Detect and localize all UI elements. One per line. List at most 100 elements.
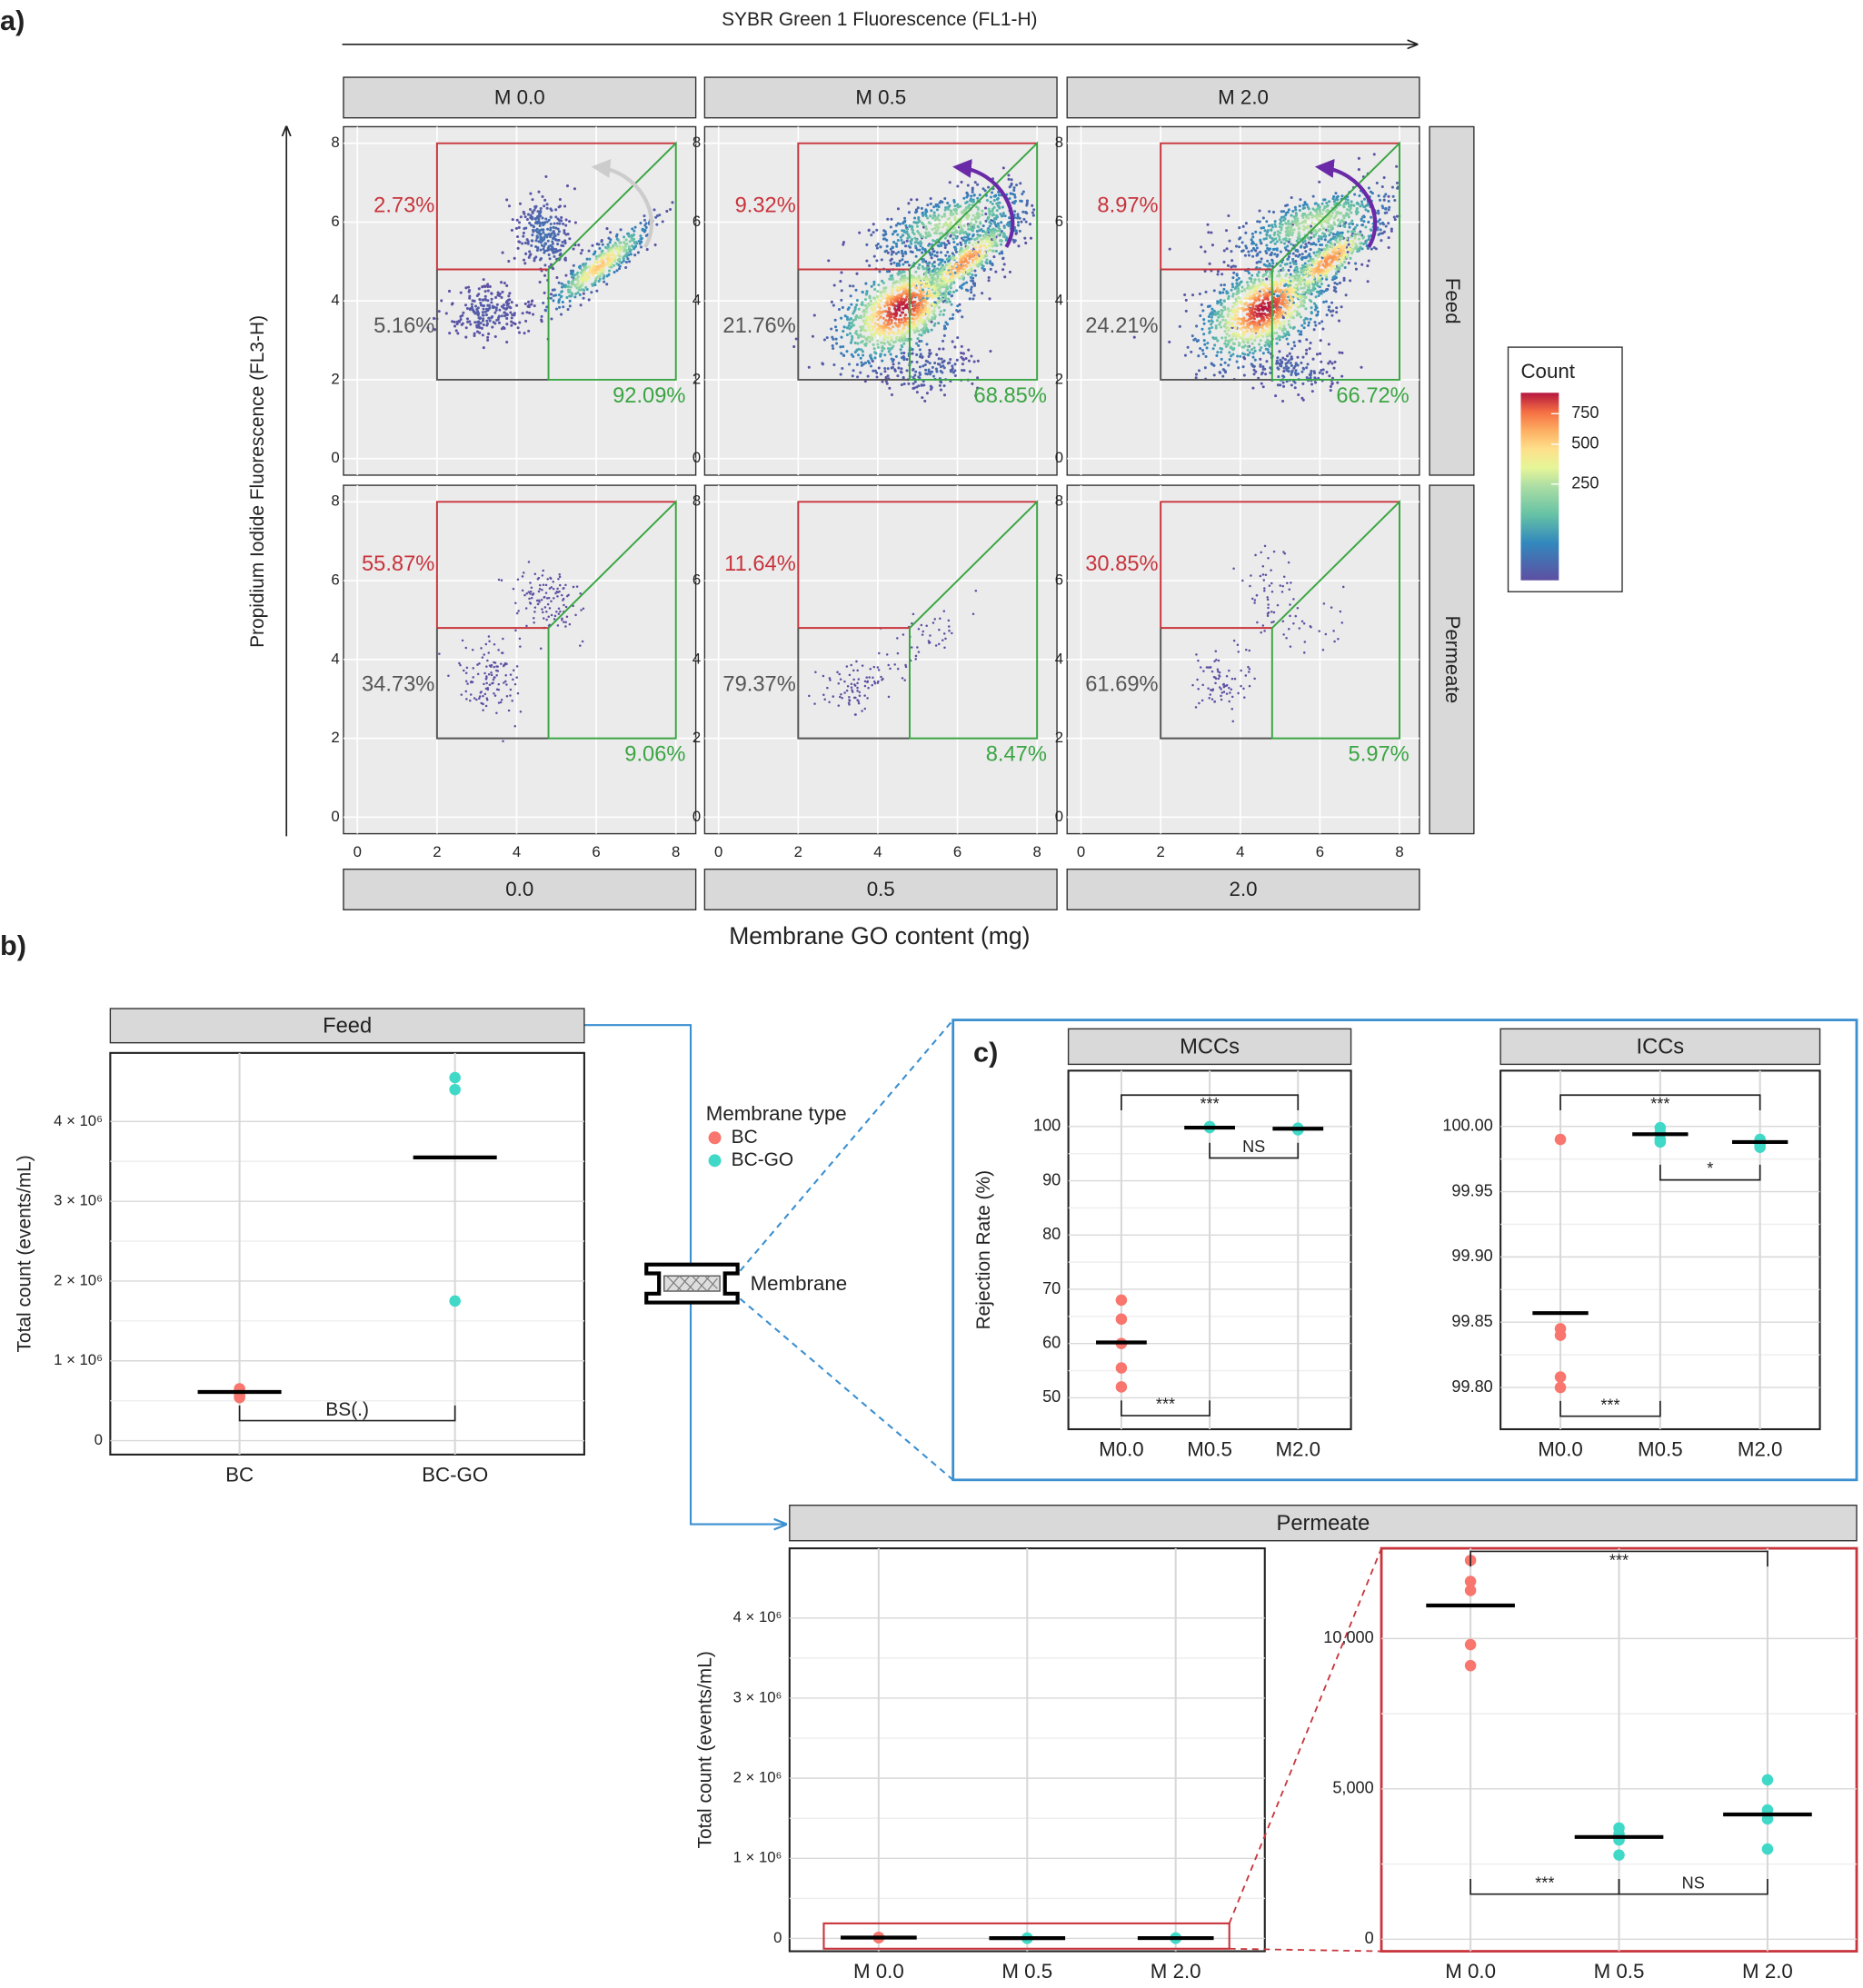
- event-dot: [873, 324, 877, 328]
- y-tick-label: 6: [331, 213, 339, 230]
- event-dot: [963, 235, 967, 239]
- event-dot: [937, 258, 941, 262]
- event-dot: [927, 319, 931, 323]
- event-dot: [1002, 232, 1006, 235]
- event-dot: [1244, 244, 1248, 248]
- event-dot: [943, 245, 947, 250]
- event-dot: [908, 235, 912, 239]
- event-dot: [840, 289, 843, 293]
- event-dot: [991, 207, 995, 211]
- event-dot: [548, 257, 552, 261]
- event-dot: [875, 246, 879, 250]
- event-dot: [889, 303, 892, 306]
- event-dot: [482, 278, 485, 282]
- event-dot: [615, 244, 619, 248]
- event-dot: [1231, 294, 1235, 298]
- event-dot: [923, 363, 927, 367]
- event-dot: [598, 277, 602, 281]
- event-dot: [1312, 370, 1316, 373]
- event-dot: [1322, 227, 1326, 231]
- event-dot: [556, 233, 560, 236]
- event-dot: [1267, 351, 1270, 354]
- event-dot: [606, 261, 610, 265]
- event-dot: [1318, 371, 1321, 374]
- event-dot: [617, 267, 622, 271]
- event-dot: [970, 249, 973, 253]
- event-dot: [925, 326, 929, 330]
- event-dot: [831, 344, 834, 348]
- event-dot: [923, 399, 927, 403]
- event-dot: [498, 308, 502, 312]
- event-dot: [933, 226, 937, 230]
- event-dot: [529, 224, 533, 227]
- event-dot: [912, 321, 915, 324]
- event-dot: [1216, 351, 1220, 354]
- event-dot: [1200, 303, 1203, 306]
- event-dot: [951, 313, 955, 316]
- event-dot: [947, 297, 951, 301]
- event-dot: [860, 361, 863, 364]
- event-dot: [1256, 273, 1260, 277]
- event-dot: [570, 291, 573, 294]
- event-dot: [845, 333, 849, 337]
- event-dot: [578, 266, 582, 270]
- event-dot: [501, 290, 504, 293]
- event-dot: [1206, 342, 1210, 345]
- event-dot: [1231, 276, 1235, 280]
- event-dot: [459, 318, 463, 322]
- event-dot: [879, 291, 882, 294]
- event-dot: [927, 354, 931, 358]
- event-dot: [916, 319, 920, 323]
- event-dot: [505, 323, 509, 326]
- event-dot: [927, 262, 931, 265]
- event-dot: [981, 253, 985, 257]
- event-dot: [1277, 367, 1280, 371]
- event-dot: [1314, 253, 1318, 257]
- event-dot: [481, 298, 484, 302]
- event-dot: [1360, 247, 1364, 251]
- event-dot: [963, 230, 968, 234]
- event-dot: [886, 336, 890, 340]
- event-dot: [1020, 220, 1023, 224]
- event-dot: [465, 317, 470, 321]
- event-dot: [1243, 357, 1247, 361]
- event-dot: [845, 315, 849, 319]
- event-dot: [928, 303, 932, 307]
- y-tick-label: 6: [692, 213, 701, 230]
- event-dot: [931, 228, 934, 232]
- event-dot: [494, 308, 498, 312]
- event-dot: [951, 252, 954, 255]
- event-dot: [1205, 346, 1209, 350]
- event-dot: [522, 231, 525, 234]
- event-dot: [1355, 224, 1359, 227]
- event-dot: [944, 221, 948, 224]
- event-dot: [871, 325, 874, 329]
- event-dot: [931, 262, 934, 266]
- event-dot: [883, 289, 887, 293]
- event-dot: [886, 340, 890, 343]
- event-dot: [902, 254, 905, 258]
- event-dot: [1280, 220, 1283, 224]
- event-dot: [1197, 354, 1200, 358]
- event-dot: [552, 230, 555, 234]
- event-dot: [1271, 210, 1276, 214]
- event-dot: [1342, 205, 1346, 209]
- event-dot: [1184, 298, 1188, 302]
- event-dot: [830, 300, 833, 303]
- event-dot: [1202, 322, 1206, 325]
- event-dot: [1227, 310, 1230, 313]
- event-dot: [1246, 269, 1250, 273]
- event-dot: [943, 270, 947, 273]
- event-dot: [961, 363, 964, 366]
- event-dot: [925, 227, 929, 231]
- event-dot: [1310, 311, 1313, 314]
- event-dot: [922, 260, 925, 263]
- event-dot: [985, 258, 989, 262]
- event-dot: [1228, 239, 1231, 243]
- event-dot: [989, 229, 992, 234]
- event-dot: [1276, 233, 1280, 236]
- event-dot: [857, 316, 861, 320]
- event-dot: [573, 295, 577, 299]
- event-dot: [940, 357, 943, 361]
- event-dot: [946, 239, 950, 243]
